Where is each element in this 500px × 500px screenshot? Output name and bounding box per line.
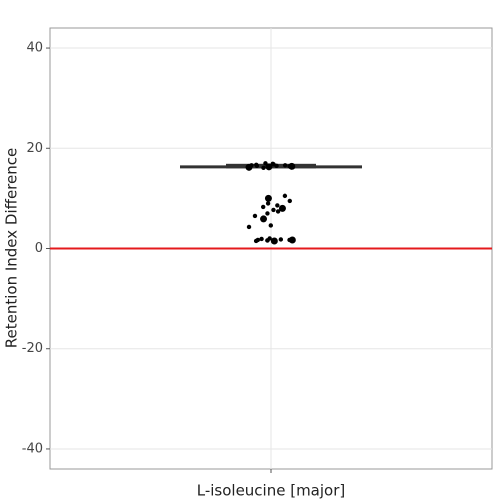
point <box>275 209 281 214</box>
y-tick-label: 40 <box>26 41 43 56</box>
point <box>290 165 295 170</box>
point <box>282 163 288 168</box>
point <box>254 163 260 169</box>
y-tick-label: 20 <box>26 141 43 156</box>
point <box>255 237 261 243</box>
point <box>265 201 271 206</box>
point <box>265 163 273 171</box>
point <box>275 203 280 208</box>
y-tick-label: -40 <box>22 441 43 456</box>
y-tick-label: -20 <box>22 341 43 356</box>
y-axis-label: Retention Index Difference <box>3 148 21 349</box>
point <box>268 223 273 228</box>
point <box>282 193 288 199</box>
point <box>287 198 292 204</box>
point <box>278 237 284 242</box>
point <box>249 163 254 168</box>
point <box>271 207 276 213</box>
point <box>259 236 264 242</box>
point <box>274 163 279 169</box>
point <box>246 224 252 230</box>
x-tick-label: L-isoleucine [major] <box>197 482 346 500</box>
point <box>287 237 292 243</box>
point <box>270 237 278 245</box>
y-tick-label: 0 <box>35 241 43 256</box>
point <box>267 236 272 241</box>
point <box>278 204 286 212</box>
point <box>260 215 268 223</box>
point <box>265 211 270 216</box>
point <box>260 204 266 210</box>
point <box>264 194 272 202</box>
point <box>270 161 275 167</box>
point <box>261 165 266 171</box>
point <box>252 213 258 219</box>
